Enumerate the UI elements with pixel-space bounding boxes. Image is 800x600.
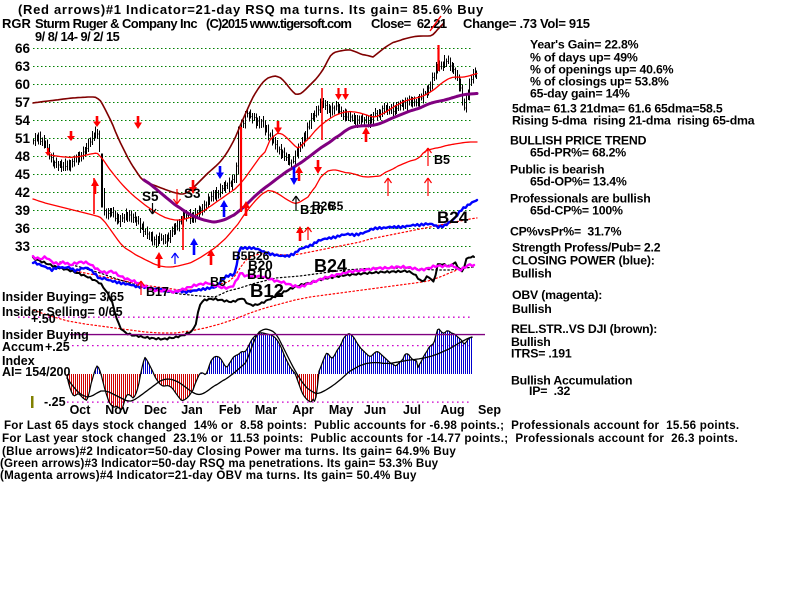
- svg-text:CP%vsPr%= 31.7%: CP%vsPr%= 31.7%: [510, 225, 622, 239]
- svg-text:% of openings up= 40.6%: % of openings up= 40.6%: [530, 63, 674, 77]
- svg-text:May: May: [329, 403, 353, 417]
- svg-text:Change= .73 Vol= 915: Change= .73 Vol= 915: [463, 16, 590, 31]
- svg-text:65d-CP%= 100%: 65d-CP%= 100%: [530, 204, 623, 218]
- svg-text:B24: B24: [314, 256, 347, 276]
- svg-text:Insider Buying: Insider Buying: [2, 328, 89, 342]
- svg-text:% of days up= 49%: % of days up= 49%: [530, 51, 638, 65]
- svg-text:B26: B26: [312, 199, 334, 213]
- svg-text:(Blue arrows)#2 Indicator=50-d: (Blue arrows)#2 Indicator=50-day Closing…: [2, 445, 456, 458]
- svg-text:BULLISH PRICE TREND: BULLISH PRICE TREND: [510, 134, 647, 148]
- svg-text:Bullish Accumulation: Bullish Accumulation: [511, 374, 632, 388]
- svg-text:9/ 8/ 14- 9/ 2/ 15: 9/ 8/ 14- 9/ 2/ 15: [35, 29, 120, 44]
- svg-text:Strength Profess/Pub= 2.2: Strength Profess/Pub= 2.2: [512, 241, 661, 255]
- svg-text:Close= 62.21: Close= 62.21: [371, 16, 447, 31]
- svg-text:B20: B20: [248, 258, 273, 273]
- svg-text:Aug: Aug: [440, 403, 464, 417]
- svg-text:Jan: Jan: [181, 403, 203, 417]
- svg-text:60: 60: [15, 77, 30, 92]
- svg-text:B5: B5: [210, 275, 226, 289]
- svg-text:Mar: Mar: [255, 403, 277, 417]
- svg-text:45: 45: [15, 167, 31, 182]
- svg-text:(Green arrows)#3 Indicator=50-: (Green arrows)#3 Indicator=50-day RSQ ma…: [0, 457, 439, 470]
- svg-text:S3: S3: [184, 186, 201, 201]
- svg-text:54: 54: [15, 113, 31, 128]
- svg-text:Jun: Jun: [364, 403, 386, 417]
- svg-text:IP= .32: IP= .32: [529, 384, 570, 398]
- svg-text:Bullish: Bullish: [512, 302, 552, 316]
- svg-text:B24: B24: [437, 208, 469, 227]
- svg-text:Year's Gain= 22.8%: Year's Gain= 22.8%: [530, 38, 639, 52]
- svg-text:Insider Buying= 3/65: Insider Buying= 3/65: [2, 290, 124, 304]
- svg-text:B17: B17: [146, 285, 169, 299]
- svg-text:ITRS= .191: ITRS= .191: [511, 347, 572, 361]
- svg-text:65d-OP%= 13.4%: 65d-OP%= 13.4%: [530, 175, 627, 189]
- svg-text:63: 63: [15, 59, 31, 74]
- svg-text:(C)2015 www.tigersoft.com: (C)2015 www.tigersoft.com: [206, 16, 351, 31]
- svg-text:B10: B10: [247, 267, 272, 282]
- svg-text:5dma= 61.3 21dma= 61.6 65dma=5: 5dma= 61.3 21dma= 61.6 65dma=58.5: [512, 102, 723, 116]
- svg-text:B5B26: B5B26: [232, 249, 270, 263]
- svg-text:39: 39: [15, 203, 30, 218]
- svg-text:% of closings up= 53.8%: % of closings up= 53.8%: [530, 75, 669, 89]
- svg-text:57: 57: [15, 95, 30, 110]
- svg-text:42: 42: [15, 185, 30, 200]
- svg-text:36: 36: [15, 221, 31, 236]
- svg-text:REL.STR..VS DJI (brown):: REL.STR..VS DJI (brown):: [511, 322, 657, 336]
- svg-text:B5: B5: [434, 153, 450, 167]
- svg-text:B12: B12: [250, 280, 284, 301]
- svg-text:(Red arrows)#1 Indicator=21-da: (Red arrows)#1 Indicator=21-day RSQ ma t…: [18, 2, 484, 17]
- svg-text:Jul: Jul: [403, 403, 421, 417]
- svg-text:RGR: RGR: [2, 16, 32, 31]
- svg-text:Oct: Oct: [70, 403, 92, 417]
- svg-text:65-day gain= 14%: 65-day gain= 14%: [530, 87, 630, 101]
- svg-text:Public is bearish: Public is bearish: [510, 163, 604, 177]
- svg-text:51: 51: [15, 131, 31, 146]
- svg-text:(Magenta arrows)#4 Indicator=2: (Magenta arrows)#4 Indicator=21-day OBV …: [0, 469, 417, 482]
- svg-text:65d-PR%= 68.2%: 65d-PR%= 68.2%: [530, 146, 626, 160]
- svg-text:For Last 65 days stock changed: For Last 65 days stock changed 14% or 8.…: [4, 419, 739, 432]
- svg-text:+.50: +.50: [31, 312, 56, 326]
- svg-text:Accum: Accum: [2, 340, 44, 354]
- svg-text:Feb: Feb: [219, 403, 242, 417]
- svg-text:Bullish: Bullish: [512, 267, 552, 281]
- svg-text:Insider Selling= 0/65: Insider Selling= 0/65: [2, 305, 123, 319]
- svg-text:33: 33: [15, 239, 31, 254]
- svg-text:Apr: Apr: [292, 403, 314, 417]
- svg-text:Rising 5-dma rising 21-dma r: Rising 5-dma rising 21-dma rising 65-dma: [512, 114, 755, 128]
- svg-text:Dec: Dec: [144, 403, 167, 417]
- svg-text:B5: B5: [328, 199, 344, 213]
- svg-text:Index: Index: [2, 354, 35, 368]
- svg-text:Professionals are bullish: Professionals are bullish: [510, 192, 651, 206]
- svg-text:AI= 154/200: AI= 154/200: [2, 365, 71, 379]
- svg-text:66: 66: [15, 41, 31, 56]
- svg-text:Sturm Ruger & Company Inc: Sturm Ruger & Company Inc: [35, 16, 197, 31]
- svg-text:OBV (magenta):: OBV (magenta):: [512, 288, 602, 302]
- svg-text:Sep: Sep: [478, 403, 501, 417]
- svg-text:S5: S5: [142, 189, 159, 204]
- svg-text:CLOSING POWER (blue):: CLOSING POWER (blue):: [512, 254, 655, 268]
- svg-text:For Last year stock changed 2: For Last year stock changed 23.1% or 11.…: [2, 432, 738, 445]
- svg-text:Bullish: Bullish: [511, 335, 551, 349]
- svg-text:-.25: -.25: [44, 395, 66, 409]
- svg-text:Nov: Nov: [105, 403, 129, 417]
- svg-text:B10: B10: [300, 202, 324, 217]
- svg-text:48: 48: [15, 149, 31, 164]
- svg-text:+.25: +.25: [45, 340, 70, 354]
